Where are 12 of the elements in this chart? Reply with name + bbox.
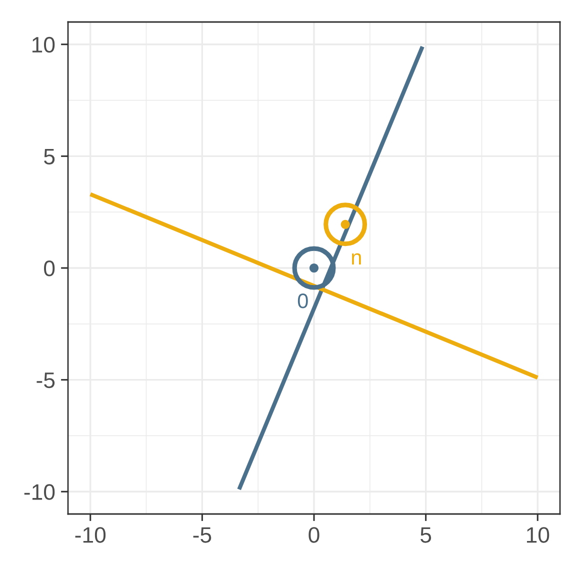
y-tick-label: -5 bbox=[36, 372, 55, 388]
x-tick-label: -10 bbox=[75, 527, 106, 543]
x-tick-label: 10 bbox=[526, 527, 550, 543]
x-tick-label: -5 bbox=[193, 527, 212, 543]
y-tick-label: 5 bbox=[44, 148, 55, 164]
annotation: n bbox=[352, 253, 361, 264]
x-tick-label: 5 bbox=[420, 527, 432, 543]
y-tick-label: -10 bbox=[24, 484, 55, 500]
y-tick-label: 10 bbox=[32, 36, 55, 53]
annotation: 0 bbox=[298, 294, 308, 308]
x-tick-label: 0 bbox=[308, 527, 320, 543]
y-tick-label: 0 bbox=[44, 260, 55, 276]
